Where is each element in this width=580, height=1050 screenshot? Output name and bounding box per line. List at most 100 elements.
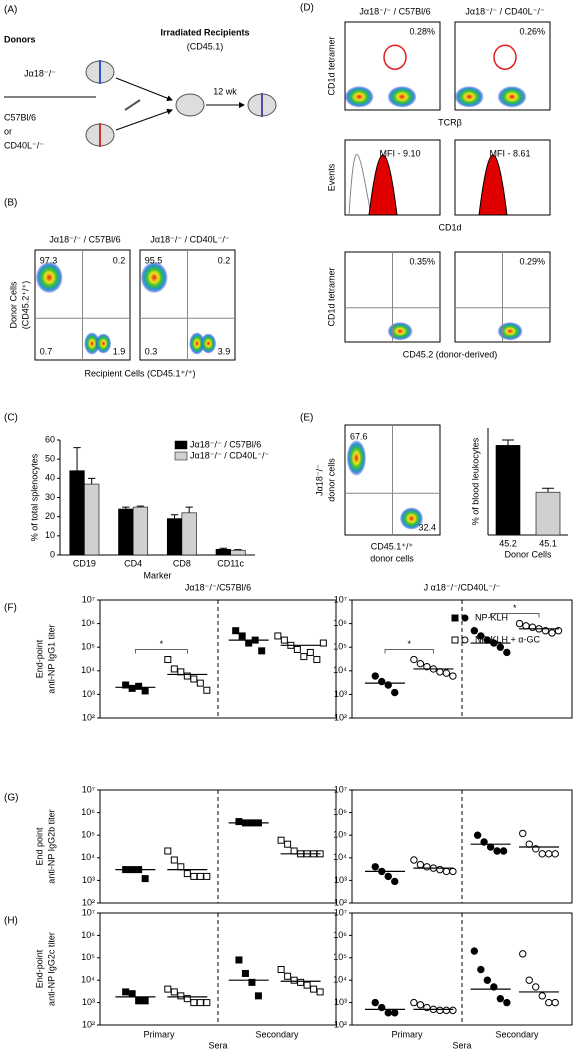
y-tick-label: 10⁷ xyxy=(82,784,95,794)
panel-title: Jα18⁻/⁻/C57Bl/6 xyxy=(185,582,251,592)
histogram-control xyxy=(348,154,372,216)
y-tick-label: 10² xyxy=(82,897,95,907)
y-axis-label: % of blood leukocytes xyxy=(470,437,480,525)
data-point xyxy=(436,865,444,874)
error-bar xyxy=(542,487,554,493)
data-point xyxy=(135,682,143,690)
data-point xyxy=(519,950,527,958)
bar xyxy=(495,445,521,536)
label: (CD45.2⁺/⁺) xyxy=(20,281,30,330)
y-tick-label: 10⁵ xyxy=(333,642,347,652)
data-point xyxy=(290,976,298,984)
label: Jα18⁻/⁻ / CD40L⁻/⁻ xyxy=(150,234,229,244)
bar xyxy=(181,512,197,556)
y-tick-label: 10⁷ xyxy=(82,907,95,917)
data-point xyxy=(297,978,305,986)
data-point xyxy=(515,619,524,628)
gate xyxy=(383,44,407,70)
y-axis-label: % of total splenocytes xyxy=(29,453,39,541)
data-point xyxy=(170,988,178,996)
data-point xyxy=(522,622,530,630)
data-point xyxy=(528,623,537,631)
data-point xyxy=(141,997,149,1005)
schematic xyxy=(4,60,277,147)
y-tick-label: 10⁵ xyxy=(81,952,95,962)
quadrant-value: 1.9 xyxy=(113,347,126,357)
data-point xyxy=(238,632,246,640)
y-tick-label: 10⁴ xyxy=(81,852,95,862)
y-tick-label: 20 xyxy=(45,511,55,521)
x-tick-label: CD11c xyxy=(217,558,244,568)
label: CD1d tetramer xyxy=(326,36,336,95)
data-point xyxy=(416,659,425,668)
data-point xyxy=(545,998,553,1007)
data-point xyxy=(477,965,485,974)
data-point xyxy=(410,998,418,1007)
panel-label: (G) xyxy=(4,793,18,804)
data-point xyxy=(551,850,559,858)
data-point xyxy=(241,969,249,977)
data-point xyxy=(128,684,136,692)
bar xyxy=(215,548,231,556)
legend-swatch xyxy=(174,440,188,450)
flow-population xyxy=(189,332,205,355)
y-axis-label: anti-NP IgG1 titer xyxy=(46,624,56,693)
data-point xyxy=(245,639,253,647)
data-point xyxy=(164,847,172,855)
data-point xyxy=(449,1006,457,1015)
legend-symbol xyxy=(461,636,469,644)
flow-population xyxy=(497,322,523,341)
significance-bracket xyxy=(135,649,188,654)
label: CD1d tetramer xyxy=(326,267,336,326)
label: Recipient Cells (CD45.1⁺/⁺) xyxy=(84,368,195,378)
y-tick-label: 10³ xyxy=(334,997,347,1007)
data-point xyxy=(196,679,204,687)
legend-symbol xyxy=(461,614,469,622)
data-point xyxy=(442,1006,451,1015)
bar xyxy=(166,518,183,556)
y-tick-label: 10⁴ xyxy=(81,665,95,675)
label: (CD45.1) xyxy=(187,41,224,51)
label: CD1d xyxy=(438,222,461,232)
error-bar xyxy=(219,547,227,550)
data-point xyxy=(503,998,511,1007)
label: Jα18⁻/⁻ / CD40L⁻/⁻ xyxy=(465,6,544,16)
quadrant-value: 0.2 xyxy=(113,255,126,265)
y-tick-label: 10³ xyxy=(334,689,347,699)
data-point xyxy=(371,998,379,1007)
data-point xyxy=(170,665,178,673)
data-point xyxy=(378,677,386,686)
data-point xyxy=(423,662,431,671)
data-point xyxy=(190,872,198,880)
data-point xyxy=(391,1009,399,1017)
x-axis-label: Donor Cells xyxy=(504,549,552,559)
data-point xyxy=(442,867,451,876)
legend-symbol xyxy=(451,636,459,644)
x-tick-label: Primary xyxy=(144,1029,175,1039)
data-point xyxy=(371,863,379,871)
y-tick-label: 10⁴ xyxy=(333,665,347,675)
flow-plot xyxy=(454,21,551,111)
panel-label: (B) xyxy=(4,198,17,209)
data-point xyxy=(470,627,479,635)
data-point xyxy=(316,988,324,996)
quadrant-value: 0.3 xyxy=(145,347,158,357)
y-tick-label: 10⁶ xyxy=(333,930,347,940)
quadrant-value: 0.7 xyxy=(40,347,53,357)
significance-bracket xyxy=(384,649,434,654)
flow-plot xyxy=(344,21,441,111)
y-tick-label: 10² xyxy=(334,712,347,722)
label: Jα18⁻/⁻ / C57Bl/6 xyxy=(49,234,120,244)
data-point xyxy=(319,639,327,647)
label: CD45.1⁺/⁺ xyxy=(371,541,414,551)
data-point xyxy=(538,850,546,858)
flow-population xyxy=(35,262,63,293)
data-point xyxy=(258,647,266,655)
data-point xyxy=(303,981,311,989)
data-point xyxy=(135,997,143,1005)
y-axis-label: End-point xyxy=(34,949,44,988)
y-tick-label: 10⁶ xyxy=(81,618,95,628)
legend-swatch xyxy=(174,451,188,461)
x-axis-label: Sera xyxy=(452,1040,471,1050)
x-tick-label: Primary xyxy=(392,1029,423,1039)
